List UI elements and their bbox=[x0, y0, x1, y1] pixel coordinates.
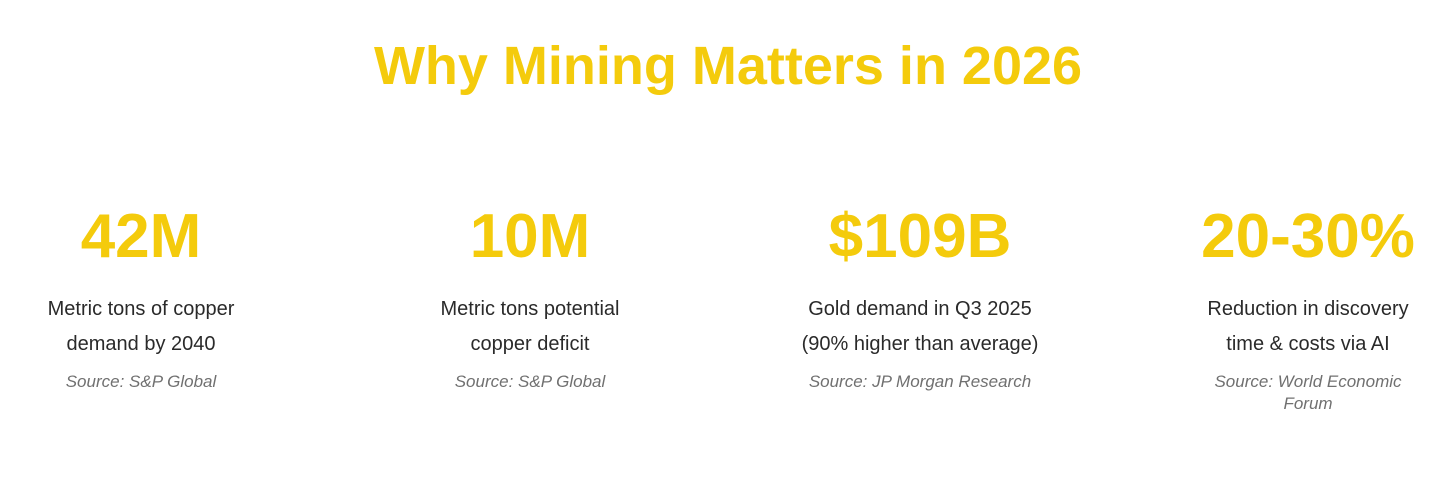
stat-description: Metric tons of copper demand by 2040 bbox=[0, 292, 291, 362]
stat-description-line: Metric tons of copper bbox=[47, 298, 235, 320]
stat-description-line: Reduction in discovery bbox=[1207, 298, 1409, 320]
page-title: Why Mining Matters in 2026 bbox=[373, 36, 1083, 96]
stat-description-line: Metric tons potential bbox=[440, 298, 620, 320]
stat-value: 20-30% bbox=[1201, 202, 1415, 271]
stat-description: Gold demand in Q3 2025 (90% higher than … bbox=[770, 292, 1070, 362]
stat-card-copper-demand: 42M Metric tons of copper demand by 2040… bbox=[0, 198, 291, 393]
stat-card-gold-demand: $109B Gold demand in Q3 2025 (90% higher… bbox=[770, 198, 1070, 393]
stat-source: Source: S&P Global bbox=[454, 372, 606, 391]
stat-card-ai-discovery: 20-30% Reduction in discovery time & cos… bbox=[1158, 198, 1456, 415]
stat-value: $109B bbox=[828, 202, 1012, 271]
stat-description: Reduction in discovery time & costs via … bbox=[1158, 292, 1456, 362]
stat-source: Source: JP Morgan Research bbox=[808, 372, 1032, 391]
stat-value: 10M bbox=[469, 202, 591, 271]
stat-source: Source: World Economic Forum bbox=[1214, 372, 1402, 413]
stat-description: Metric tons potential copper deficit bbox=[380, 292, 680, 362]
stat-card-copper-deficit: 10M Metric tons potential copper deficit… bbox=[380, 198, 680, 393]
stat-description-line: (90% higher than average) bbox=[801, 333, 1039, 355]
stat-value: 42M bbox=[80, 202, 202, 271]
stat-description-line: copper deficit bbox=[470, 333, 590, 355]
stat-source: Source: S&P Global bbox=[65, 372, 217, 391]
stats-row: 42M Metric tons of copper demand by 2040… bbox=[0, 198, 1456, 438]
stat-description-line: demand by 2040 bbox=[66, 333, 216, 355]
stat-description-line: time & costs via AI bbox=[1226, 333, 1390, 355]
stat-description-line: Gold demand in Q3 2025 bbox=[808, 298, 1032, 320]
